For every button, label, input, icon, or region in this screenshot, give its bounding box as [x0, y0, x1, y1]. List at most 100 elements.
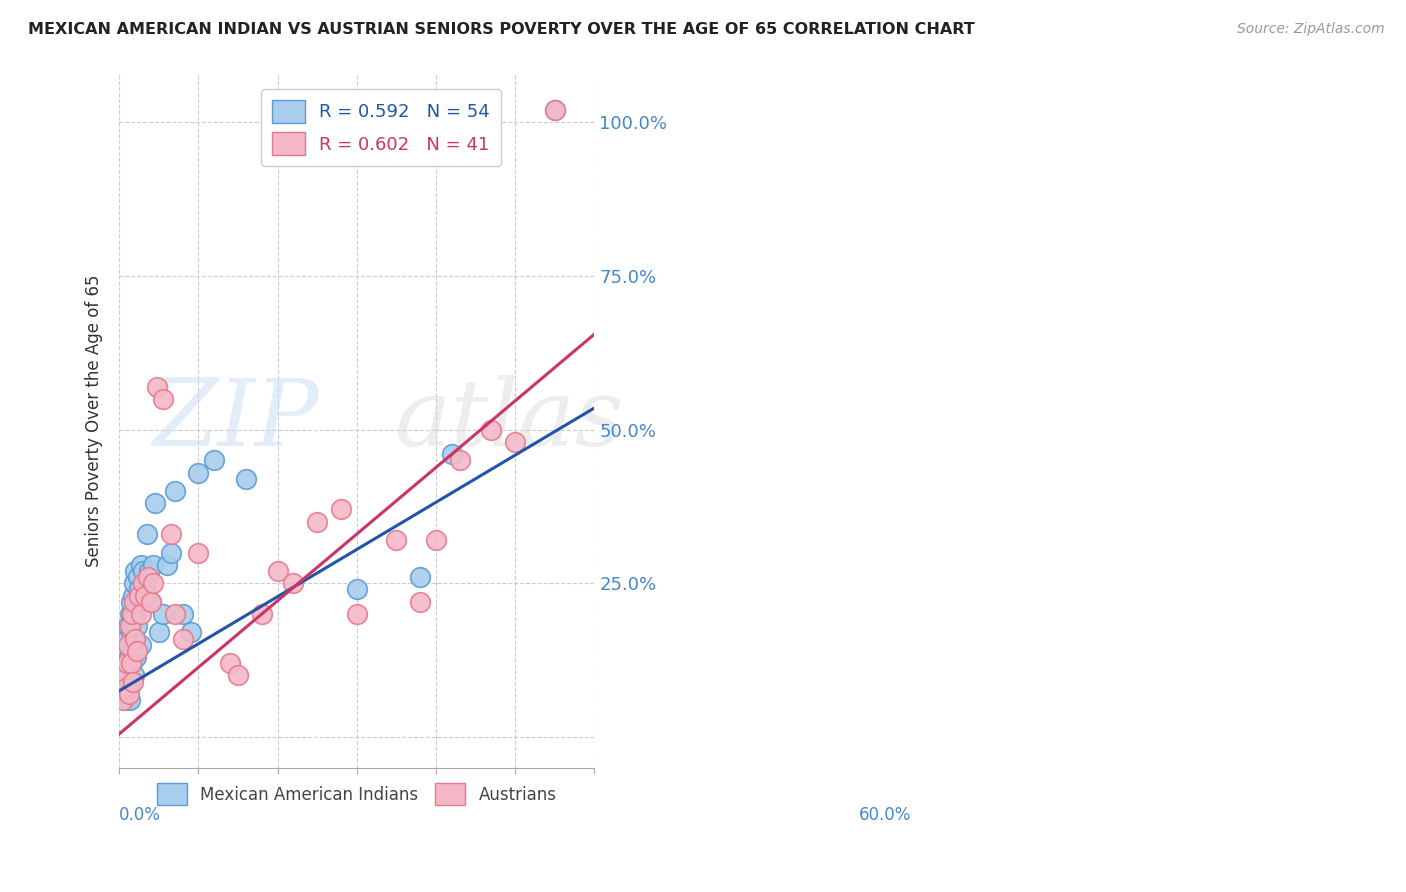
Point: [118, 681, 141, 695]
Point: [134, 589, 156, 603]
Point: [127, 570, 149, 584]
Legend: Mexican American Indians, Austrians: Mexican American Indians, Austrians: [150, 777, 564, 812]
Point: [235, 472, 257, 486]
Point: [120, 607, 142, 621]
Point: [115, 681, 138, 695]
Point: [479, 423, 502, 437]
Point: [138, 564, 160, 578]
Point: [114, 656, 136, 670]
Point: [115, 632, 138, 646]
Point: [250, 607, 273, 621]
Point: [346, 607, 368, 621]
Point: [121, 589, 143, 603]
Point: [172, 607, 194, 621]
Point: [118, 619, 141, 633]
Point: [544, 103, 567, 117]
Point: [132, 564, 155, 578]
Point: [425, 533, 447, 548]
Y-axis label: Seniors Poverty Over the Age of 65: Seniors Poverty Over the Age of 65: [86, 274, 103, 566]
Point: [329, 502, 352, 516]
Point: [139, 595, 162, 609]
Point: [307, 515, 329, 529]
Point: [124, 607, 146, 621]
Point: [122, 668, 145, 682]
Point: [121, 656, 143, 670]
Point: [125, 650, 148, 665]
Point: [112, 668, 135, 682]
Point: [118, 687, 141, 701]
Point: [129, 607, 152, 621]
Point: [156, 558, 179, 572]
Point: [409, 570, 432, 584]
Point: [118, 650, 141, 665]
Point: [122, 595, 145, 609]
Point: [159, 527, 181, 541]
Point: [118, 638, 141, 652]
Point: [180, 625, 202, 640]
Point: [128, 589, 150, 603]
Point: [114, 681, 136, 695]
Text: MEXICAN AMERICAN INDIAN VS AUSTRIAN SENIORS POVERTY OVER THE AGE OF 65 CORRELATI: MEXICAN AMERICAN INDIAN VS AUSTRIAN SENI…: [28, 22, 974, 37]
Point: [187, 545, 209, 559]
Point: [120, 625, 142, 640]
Point: [163, 607, 186, 621]
Point: [152, 392, 174, 406]
Point: [440, 447, 463, 461]
Point: [124, 632, 146, 646]
Point: [143, 496, 166, 510]
Point: [131, 638, 153, 652]
Point: [121, 613, 143, 627]
Point: [409, 595, 432, 609]
Point: [503, 434, 526, 449]
Point: [132, 576, 155, 591]
Point: [117, 638, 139, 652]
Point: [187, 466, 209, 480]
Point: [121, 607, 143, 621]
Point: [115, 693, 138, 707]
Point: [172, 632, 194, 646]
Text: Source: ZipAtlas.com: Source: ZipAtlas.com: [1237, 22, 1385, 37]
Point: [346, 582, 368, 597]
Point: [112, 693, 135, 707]
Point: [152, 607, 174, 621]
Point: [124, 564, 146, 578]
Point: [139, 595, 162, 609]
Point: [142, 558, 165, 572]
Point: [128, 595, 150, 609]
Point: [114, 668, 136, 682]
Text: 60.0%: 60.0%: [859, 805, 911, 824]
Point: [129, 558, 152, 572]
Point: [121, 644, 143, 658]
Point: [117, 668, 139, 682]
Point: [148, 625, 170, 640]
Point: [283, 576, 305, 591]
Point: [125, 595, 148, 609]
Point: [146, 379, 169, 393]
Point: [202, 453, 225, 467]
Point: [120, 693, 142, 707]
Point: [120, 656, 142, 670]
Point: [385, 533, 408, 548]
Point: [115, 656, 138, 670]
Point: [124, 632, 146, 646]
Point: [122, 576, 145, 591]
Point: [136, 570, 159, 584]
Text: atlas: atlas: [395, 376, 624, 466]
Point: [117, 619, 139, 633]
Point: [163, 483, 186, 498]
Point: [118, 674, 141, 689]
Point: [142, 576, 165, 591]
Point: [121, 674, 143, 689]
Text: 0.0%: 0.0%: [120, 805, 162, 824]
Point: [449, 453, 471, 467]
Point: [115, 644, 138, 658]
Text: ZIP: ZIP: [152, 376, 319, 466]
Point: [120, 595, 142, 609]
Point: [266, 564, 288, 578]
Point: [125, 644, 148, 658]
Point: [128, 582, 150, 597]
Point: [159, 545, 181, 559]
Point: [136, 527, 159, 541]
Point: [226, 668, 249, 682]
Point: [544, 103, 567, 117]
